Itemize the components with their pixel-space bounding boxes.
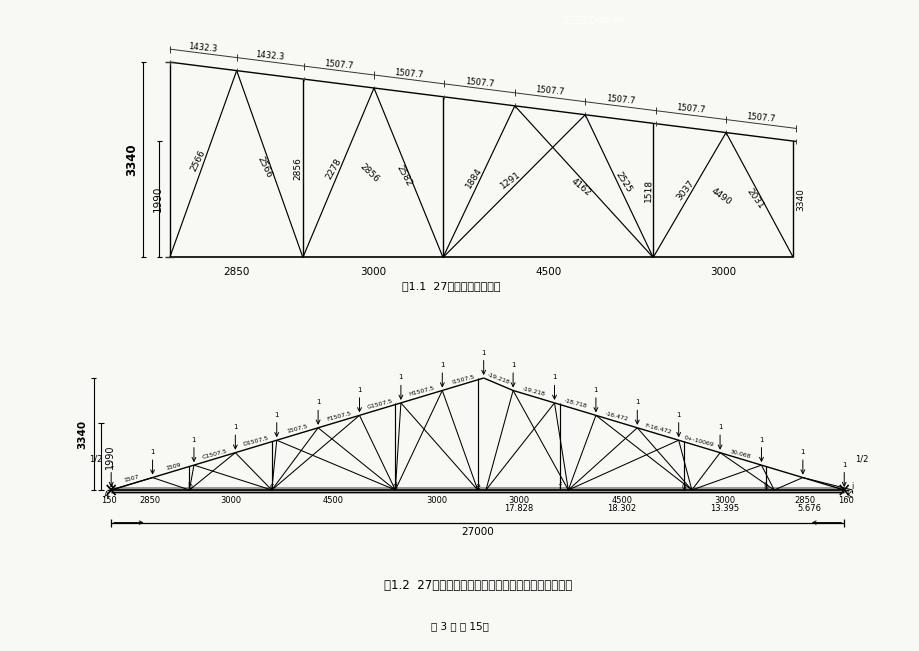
Text: 2566: 2566 — [189, 148, 208, 173]
Text: 图1.1  27米跨屋架几何尺寸: 图1.1 27米跨屋架几何尺寸 — [401, 281, 500, 291]
Text: 2582: 2582 — [394, 164, 413, 188]
Text: 30.068: 30.068 — [729, 449, 751, 459]
Text: -18.718: -18.718 — [562, 398, 586, 409]
Text: 1: 1 — [357, 387, 361, 393]
Text: 2031: 2031 — [744, 187, 765, 211]
Text: 4490: 4490 — [709, 186, 732, 206]
Text: 3000: 3000 — [220, 495, 241, 505]
Text: 150: 150 — [101, 495, 117, 505]
Text: 1: 1 — [191, 437, 196, 443]
Text: 1: 1 — [758, 437, 763, 443]
Text: 1: 1 — [510, 362, 515, 368]
Text: 1: 1 — [274, 412, 278, 418]
Text: 2850: 2850 — [794, 495, 815, 505]
Text: 5.676: 5.676 — [797, 504, 821, 513]
Text: 1432.3: 1432.3 — [188, 42, 218, 53]
Text: 1884: 1884 — [464, 166, 484, 190]
Text: f: f — [558, 482, 561, 492]
Text: 3340: 3340 — [77, 419, 87, 449]
Text: 1/2: 1/2 — [88, 455, 102, 464]
Text: 1: 1 — [841, 462, 845, 467]
Text: 4500: 4500 — [534, 267, 561, 277]
Text: 27000: 27000 — [460, 527, 494, 536]
Text: 1: 1 — [315, 399, 320, 406]
Text: 2566: 2566 — [255, 155, 274, 179]
Text: 1: 1 — [233, 424, 237, 430]
Text: 1507.7: 1507.7 — [323, 59, 353, 70]
Text: 2278: 2278 — [324, 157, 343, 182]
Text: 1509: 1509 — [165, 462, 181, 471]
Text: 3000: 3000 — [508, 495, 528, 505]
Text: 3000: 3000 — [425, 495, 447, 505]
Text: 1: 1 — [634, 399, 639, 406]
Text: 1: 1 — [398, 374, 403, 380]
Text: 2856: 2856 — [293, 157, 302, 180]
Text: K: K — [845, 491, 850, 499]
Text: 0+-10069: 0+-10069 — [683, 435, 714, 448]
Text: 1/2: 1/2 — [855, 455, 868, 464]
Text: C1507.5: C1507.5 — [201, 448, 228, 460]
Text: i: i — [850, 482, 853, 492]
Text: 17.828: 17.828 — [504, 504, 533, 513]
Text: d: d — [392, 482, 397, 492]
Text: G1507.5: G1507.5 — [367, 398, 393, 409]
Text: 1507.7: 1507.7 — [394, 68, 424, 79]
Text: 1: 1 — [439, 362, 444, 368]
Text: 18.302: 18.302 — [607, 504, 636, 513]
Text: 1432.3: 1432.3 — [255, 50, 285, 62]
Text: -19.218: -19.218 — [486, 373, 510, 385]
Text: 13.395: 13.395 — [709, 504, 739, 513]
Text: H1507.5: H1507.5 — [408, 386, 435, 397]
Text: 160: 160 — [837, 495, 854, 505]
Text: 1: 1 — [800, 449, 804, 455]
Text: 2850: 2850 — [223, 267, 249, 277]
Text: 1: 1 — [717, 424, 721, 430]
Text: 1: 1 — [150, 449, 154, 455]
Text: 1291: 1291 — [499, 170, 522, 191]
Text: -16.472: -16.472 — [604, 411, 629, 422]
Text: 1: 1 — [108, 462, 113, 467]
Text: 1: 1 — [551, 374, 556, 380]
Text: 1990: 1990 — [153, 186, 163, 212]
Text: 3037: 3037 — [675, 179, 696, 202]
Text: 1: 1 — [675, 412, 680, 418]
Text: 1507.5: 1507.5 — [286, 424, 308, 434]
Text: 1507.7: 1507.7 — [605, 94, 635, 106]
Text: I1507.5: I1507.5 — [450, 374, 474, 385]
Text: 1: 1 — [481, 350, 485, 355]
Text: 图1.2  27米跨屋架全跨单位荷载作用下各杆件的内力值: 图1.2 27米跨屋架全跨单位荷载作用下各杆件的内力值 — [383, 579, 572, 592]
Text: 4162: 4162 — [568, 176, 592, 198]
Text: h: h — [763, 482, 767, 492]
Text: 2525: 2525 — [613, 171, 633, 194]
Text: 建筑资料下载站xzjz.net: 建筑资料下载站xzjz.net — [562, 15, 624, 23]
Text: -19.218: -19.218 — [521, 386, 545, 397]
Text: 1990: 1990 — [105, 445, 115, 469]
Text: g: g — [680, 482, 686, 492]
Text: 1518: 1518 — [643, 179, 653, 202]
Text: b: b — [187, 482, 192, 492]
Text: A: A — [104, 491, 109, 499]
Text: 2850: 2850 — [140, 495, 161, 505]
Text: 1507.7: 1507.7 — [464, 77, 494, 89]
Text: a: a — [108, 482, 113, 492]
Text: F-16.472: F-16.472 — [643, 423, 671, 435]
Text: c: c — [269, 482, 274, 492]
Text: F1507.5: F1507.5 — [325, 411, 351, 422]
Text: 3000: 3000 — [713, 495, 734, 505]
Text: 第 3 页 共 15页: 第 3 页 共 15页 — [431, 622, 488, 631]
Text: D1507.5: D1507.5 — [243, 436, 269, 447]
Text: e: e — [475, 482, 480, 492]
Text: 3340: 3340 — [125, 143, 139, 176]
Text: 4500: 4500 — [323, 495, 344, 505]
Text: 1507.7: 1507.7 — [745, 112, 776, 124]
Text: 2856: 2856 — [357, 162, 380, 184]
Text: 1507.7: 1507.7 — [675, 104, 705, 115]
Text: 1507: 1507 — [123, 475, 140, 483]
Text: 4500: 4500 — [611, 495, 631, 505]
Text: 1: 1 — [593, 387, 597, 393]
Text: 3000: 3000 — [359, 267, 386, 277]
Text: 1507.7: 1507.7 — [535, 85, 564, 97]
Text: 3340: 3340 — [795, 188, 804, 211]
Text: 3000: 3000 — [709, 267, 735, 277]
